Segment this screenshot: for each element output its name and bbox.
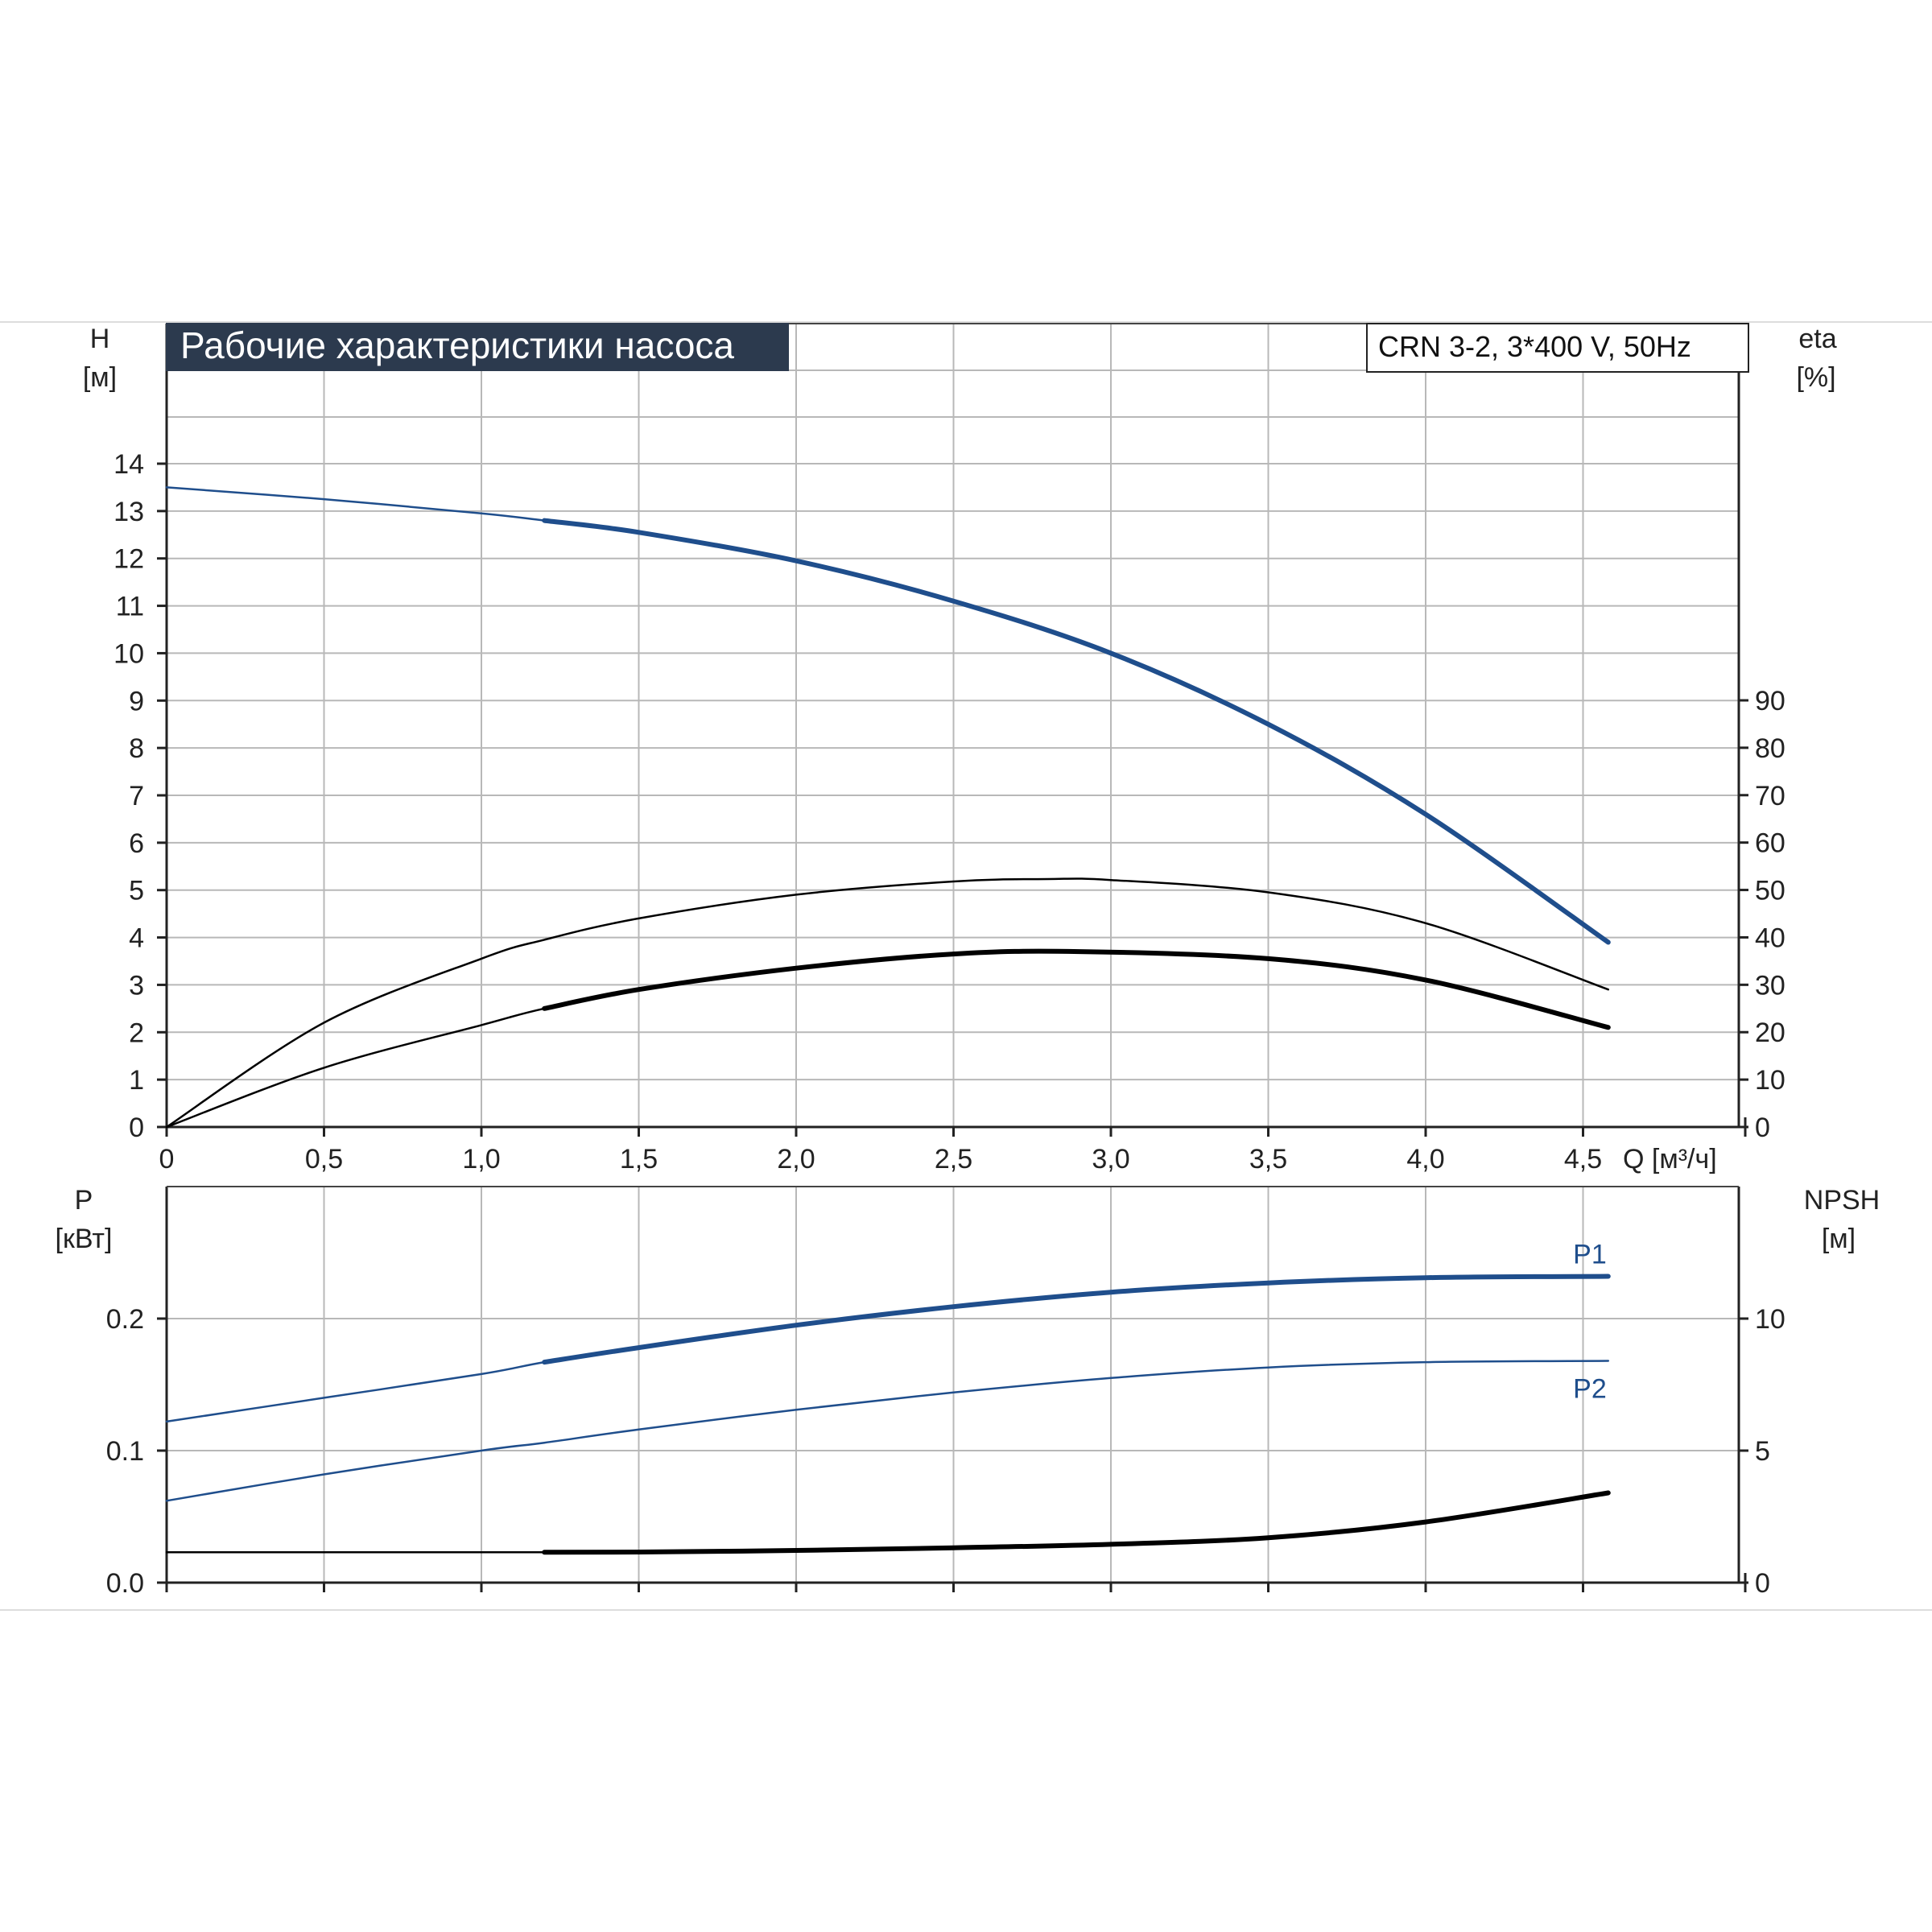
x-tick-label: 3,0	[1092, 1144, 1129, 1174]
series-line-1-1	[165, 1360, 1610, 1502]
x-tick-label: 1,5	[620, 1144, 658, 1174]
left-tick-label: 2	[129, 1018, 144, 1048]
right-tick-label: 60	[1755, 828, 1785, 859]
right-tick-label: 20	[1755, 1018, 1785, 1048]
left-tick-label: 12	[114, 544, 144, 575]
left-tick-label: 0.1	[106, 1436, 144, 1467]
x-tick-label: 2,5	[935, 1144, 972, 1174]
head-axis-label: H	[90, 324, 110, 354]
left-tick-label: 14	[114, 449, 144, 480]
series-line-0-2	[165, 950, 1610, 1129]
right-tick-label: 5	[1755, 1436, 1770, 1467]
flow-axis-label: Q [м³/ч]	[1623, 1144, 1717, 1174]
right-tick-label: 80	[1755, 733, 1785, 764]
x-tick-label: 0,5	[305, 1144, 343, 1174]
left-tick-label: 0.0	[106, 1568, 144, 1599]
x-tick-label: 0	[159, 1144, 175, 1174]
npsh-axis-unit: [м]	[1822, 1224, 1856, 1254]
head-efficiency-panel: 0123456789101112131401020304050607080900…	[114, 323, 1785, 1174]
right-tick-label: 0	[1755, 1113, 1770, 1143]
series-line-bold-0-2	[542, 948, 1611, 1030]
x-tick-label: 4,0	[1406, 1144, 1444, 1174]
left-tick-label: 13	[114, 497, 144, 527]
x-tick-label: 4,5	[1564, 1144, 1602, 1174]
chart-title: Рабочие характеристики насоса	[180, 324, 734, 366]
power-axis-unit: [кВт]	[56, 1224, 113, 1254]
left-tick-label: 4	[129, 923, 144, 954]
left-tick-label: 10	[114, 638, 144, 669]
model-label: CRN 3-2, 3*400 V, 50Hz	[1378, 330, 1691, 363]
left-tick-label: 1	[129, 1065, 144, 1096]
npsh-axis-label: NPSH	[1804, 1185, 1880, 1216]
head-axis-unit: [м]	[83, 362, 117, 393]
right-tick-label: 30	[1755, 970, 1785, 1001]
right-tick-label: 40	[1755, 923, 1785, 953]
left-tick-label: 0	[129, 1113, 144, 1143]
series-line-1-2	[165, 1492, 1610, 1554]
right-tick-label: 10	[1755, 1065, 1785, 1096]
x-tick-label: 3,5	[1249, 1144, 1287, 1174]
series-line-0-0	[165, 486, 1610, 943]
left-tick-label: 6	[129, 828, 144, 859]
title-banner	[166, 323, 789, 371]
series-label-P2: P2	[1573, 1373, 1607, 1404]
right-tick-label: 70	[1755, 781, 1785, 811]
series-label-P1: P1	[1573, 1240, 1607, 1270]
left-tick-label: 5	[129, 876, 144, 906]
series-line-0-1	[165, 877, 1610, 1129]
left-tick-label: 8	[129, 733, 144, 764]
efficiency-axis-unit: [%]	[1796, 362, 1835, 393]
left-tick-label: 7	[129, 781, 144, 811]
efficiency-axis-label: eta	[1798, 324, 1836, 354]
left-tick-label: 11	[116, 592, 144, 622]
power-npsh-panel: 0.0 0.1 0.2 0 5 10 P1 P2	[106, 1186, 1785, 1599]
series-line-bold-1-2	[542, 1490, 1611, 1555]
left-tick-label: 9	[129, 686, 144, 716]
x-tick-label: 2,0	[777, 1144, 815, 1174]
left-tick-label: 0.2	[106, 1304, 144, 1335]
left-tick-label: 3	[129, 970, 144, 1001]
x-tick-label: 1,0	[462, 1144, 500, 1174]
model-label-box	[1366, 323, 1749, 373]
right-tick-label: 50	[1755, 876, 1785, 906]
series-line-bold-0-0	[542, 518, 1611, 945]
series-line-bold-1-0	[542, 1274, 1611, 1365]
right-tick-label: 90	[1755, 686, 1785, 716]
right-tick-label: 0	[1755, 1568, 1770, 1599]
right-tick-label: 10	[1755, 1304, 1785, 1335]
power-axis-label: P	[75, 1185, 93, 1216]
